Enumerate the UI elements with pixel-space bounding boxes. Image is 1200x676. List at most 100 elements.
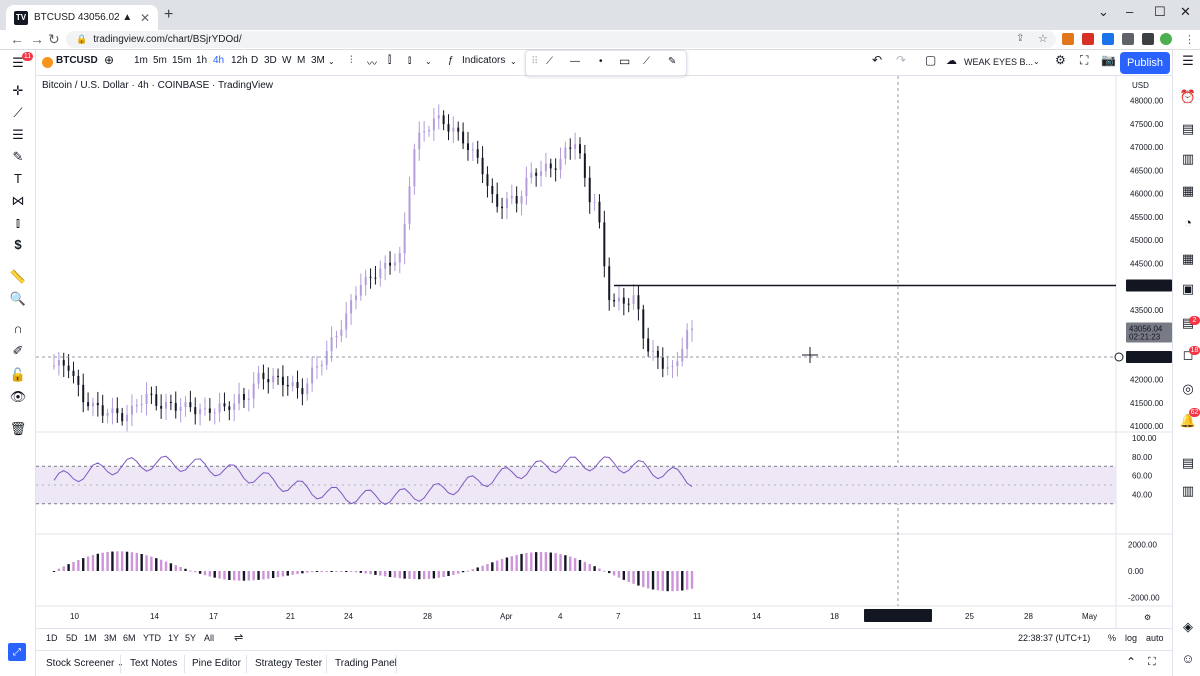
layout-select-icon[interactable]: ▢ [925, 53, 937, 67]
extensions-puzzle-icon[interactable] [1122, 33, 1134, 45]
brush-tool-icon[interactable]: ✎ [12, 149, 24, 164]
drag-handle-icon[interactable]: ⠿ [531, 56, 539, 67]
ideas-icon[interactable]: ▣ [1181, 281, 1195, 296]
heikin-ashi-icon[interactable]: ⫾ [408, 55, 412, 66]
close-window-button[interactable]: ✕ [1180, 4, 1191, 19]
metamask-extension-icon[interactable] [1062, 33, 1074, 45]
pen-tool-icon[interactable]: ✎ [668, 56, 677, 67]
publish-button[interactable]: Publish [1120, 52, 1170, 74]
maximize-panel-icon[interactable]: ⛶ [1148, 656, 1156, 668]
range-1y[interactable]: 1Y [168, 633, 180, 643]
help-icon[interactable]: ☺ [1181, 651, 1195, 666]
snapshot-camera-icon[interactable]: 📷 [1101, 53, 1116, 67]
data-window-icon[interactable]: ▤ [1181, 121, 1195, 136]
minimize-button[interactable]: – [1126, 4, 1134, 19]
pattern-tool-icon[interactable]: ⋈ [11, 193, 25, 208]
interval-3d[interactable]: 3D [264, 55, 277, 66]
range-5d[interactable]: 5D [66, 633, 78, 643]
crosshair-tool-icon[interactable]: ✛ [12, 83, 24, 98]
tab-strategy-tester[interactable]: Strategy Tester [255, 658, 323, 669]
text-tool-icon[interactable]: T [14, 171, 22, 186]
calendar-icon[interactable]: ▦ [1181, 183, 1195, 198]
hide-drawings-eye-icon[interactable]: 👁 [9, 389, 27, 404]
extension-k-icon[interactable] [1102, 33, 1114, 45]
auto-scale-toggle[interactable]: auto [1146, 633, 1164, 643]
reload-icon[interactable]: ↻ [48, 31, 60, 47]
collapse-panel-chevron-icon[interactable]: ⌃ [1126, 655, 1137, 669]
interval-w[interactable]: W [282, 55, 292, 66]
trash-icon[interactable]: 🗑 [9, 421, 27, 436]
tab-close-icon[interactable]: ✕ [139, 10, 151, 25]
main-menu-icon[interactable]: ☰ [12, 55, 24, 70]
fib-tool-icon[interactable]: ☰ [12, 127, 24, 142]
magnet-icon[interactable]: ∩ [13, 321, 23, 336]
range-6m[interactable]: 6M [123, 633, 136, 643]
go-to-realtime-icon[interactable]: ⤢ [8, 643, 26, 661]
interval-15m[interactable]: 15m [172, 55, 192, 66]
indicators-icon[interactable]: ƒ [448, 55, 454, 66]
dot-tool-icon[interactable]: • [599, 56, 603, 67]
interval-4h[interactable]: 4h [213, 55, 225, 66]
url-input[interactable]: 🔒 tradingview.com/chart/BSjrYDOd/ [66, 31, 1056, 48]
pine-library-icon[interactable]: ▦ [1181, 251, 1195, 266]
candle-style-icon[interactable]: ⫿ [388, 55, 392, 66]
price-chart-svg[interactable]: 48000.00 47500.00 47000.00 46500.00 46000.00… [36, 76, 1172, 628]
ruler-icon[interactable]: 📏 [9, 269, 27, 284]
bar-style-icon[interactable]: ⫶ [350, 55, 353, 66]
tab-pine-editor[interactable]: Pine Editor [192, 658, 241, 669]
interval-5m[interactable]: 5m [153, 55, 167, 66]
price-range-dollar-icon[interactable]: $ [14, 237, 22, 252]
range-3m[interactable]: 3M [104, 633, 117, 643]
maximize-button[interactable]: ☐ [1154, 4, 1166, 19]
symbol-search-button[interactable]: BTCUSD [56, 55, 98, 66]
chart-pane[interactable]: 48000.00 47500.00 47000.00 46500.00 46000.00… [36, 76, 1172, 628]
layers-icon[interactable]: ◈ [1183, 619, 1193, 634]
interval-1m[interactable]: 1m [134, 55, 148, 66]
sidebar-toggle-icon[interactable] [1142, 33, 1154, 45]
layout-chevron-icon[interactable]: ⌄ [1033, 57, 1040, 66]
interval-m[interactable]: M [297, 55, 306, 66]
interval-12h[interactable]: 12h [231, 55, 248, 66]
tab-trading-panel[interactable]: Trading Panel [335, 658, 397, 669]
indicators-button[interactable]: Indicators [462, 55, 506, 66]
range-1m[interactable]: 1M [84, 633, 97, 643]
chat-bubble-icon[interactable]: ◻ [1182, 347, 1194, 362]
redo-icon[interactable]: ↷ [896, 53, 907, 67]
new-tab-button[interactable]: + [164, 6, 174, 23]
log-scale-toggle[interactable]: log [1125, 633, 1138, 643]
browser-tab[interactable]: TV BTCUSD 43056.02 ▲ +0.68% W... ✕ [6, 5, 158, 30]
fullscreen-icon[interactable]: ⛶ [1080, 53, 1089, 67]
range-ytd[interactable]: YTD [143, 633, 161, 643]
watchlist-icon[interactable]: ☰ [1182, 53, 1194, 68]
date-range-icon[interactable]: ⇌ [234, 632, 244, 644]
settings-gear-icon[interactable]: ⚙ [1055, 53, 1066, 67]
streams-icon[interactable]: ◎ [1182, 381, 1194, 396]
rectangle-tool-icon[interactable]: ▭ [619, 54, 631, 68]
forward-arrow-icon[interactable]: → [30, 31, 44, 47]
news-icon[interactable]: ◔ [1184, 215, 1192, 230]
back-arrow-icon[interactable]: ← [10, 31, 24, 47]
range-1d[interactable]: 1D [46, 633, 58, 643]
clock-timezone[interactable]: 22:38:37 (UTC+1) [1018, 633, 1091, 643]
tab-search-icon[interactable]: ⌄ [1098, 4, 1109, 19]
horizontal-line-tool-icon[interactable]: — [570, 56, 580, 67]
bookmark-star-icon[interactable]: ☆ [1038, 33, 1048, 45]
interval-d[interactable]: D [251, 55, 259, 66]
hotlist-icon[interactable]: ▥ [1181, 151, 1195, 166]
browser-menu-icon[interactable]: ⋮ [1184, 34, 1195, 46]
line-style-icon[interactable]: 〰 [367, 59, 377, 70]
range-all[interactable]: All [204, 633, 215, 643]
interval-dropdown-chevron-icon[interactable]: ⌄ [328, 57, 335, 66]
tab-text-notes[interactable]: Text Notes [130, 658, 178, 669]
layout-name[interactable]: WEAK EYES B... [964, 57, 1034, 67]
zoom-in-icon[interactable]: 🔍 [9, 291, 27, 306]
forecast-tool-icon[interactable]: ⫾ [15, 215, 21, 230]
share-icon[interactable]: ⇪ [1016, 33, 1025, 44]
extension-red-icon[interactable] [1082, 33, 1094, 45]
compare-add-symbol-icon[interactable]: ⊕ [104, 53, 115, 67]
alerts-clock-icon[interactable]: ⏰ [1179, 89, 1197, 104]
interval-1h[interactable]: 1h [196, 55, 208, 66]
tab-stock-screener[interactable]: Stock Screener ⌄ [46, 658, 132, 669]
percent-scale-toggle[interactable]: % [1108, 633, 1117, 643]
profile-avatar[interactable] [1160, 33, 1172, 45]
